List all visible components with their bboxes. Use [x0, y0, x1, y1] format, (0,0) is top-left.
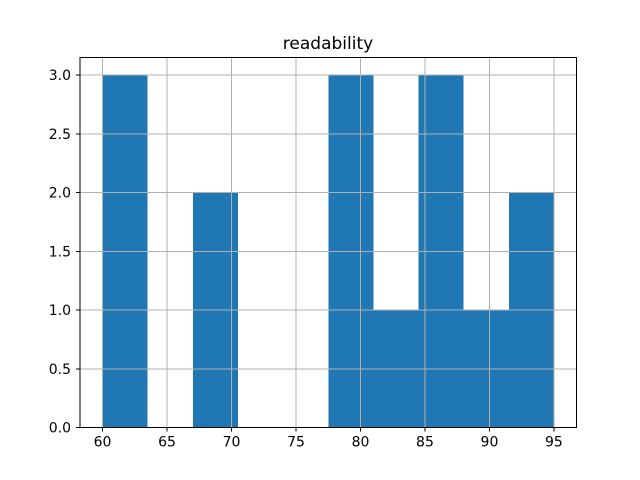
y-axis-ticks: 0.0 0.5 1.0 1.5 2.0 2.5 3.0: [49, 68, 80, 437]
axes-spines: [79, 56, 578, 429]
x-tick-label: 85: [416, 435, 434, 451]
x-tick-label: 70: [223, 435, 241, 451]
x-tick-label: 95: [545, 435, 563, 451]
x-tick-label: 80: [352, 435, 370, 451]
y-tick-label: 2.0: [49, 186, 71, 202]
y-tick-label: 2.5: [49, 127, 71, 143]
plot-border: [79, 56, 578, 429]
y-tick-label: 0.0: [49, 421, 71, 437]
y-tick-label: 1.0: [49, 303, 71, 319]
x-tick-label: 90: [481, 435, 499, 451]
x-tick-label: 60: [94, 435, 112, 451]
x-tick-label: 65: [158, 435, 176, 451]
y-tick-label: 0.5: [49, 362, 71, 378]
y-tick-label: 1.5: [49, 244, 71, 260]
chart-title: readability: [283, 34, 373, 54]
x-axis-ticks: 60 65 70 75 80 85 90 95: [94, 427, 563, 451]
y-tick-label: 3.0: [49, 68, 71, 84]
x-tick-label: 75: [287, 435, 305, 451]
